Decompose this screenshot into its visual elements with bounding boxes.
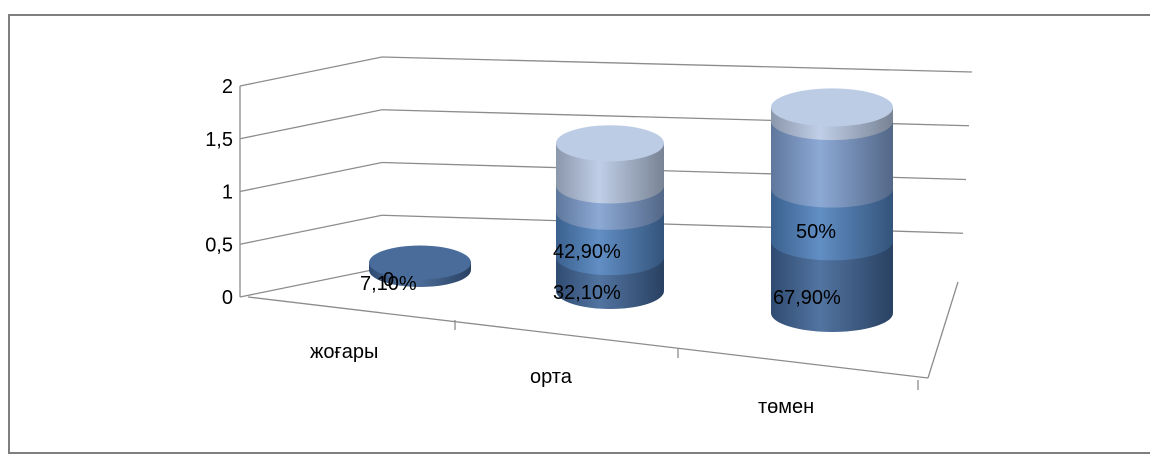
gridline-side [239, 56, 383, 87]
data-label: 42,90% [553, 241, 621, 263]
bar-top [556, 125, 664, 162]
labels-layer: жоғары орта төмен 07,10% 32,10% 42,90% 67,90% 5… [310, 221, 841, 418]
data-label: 50% [796, 221, 836, 243]
y-tick-label: 1,5 [205, 129, 233, 151]
data-label: 67,90% [773, 287, 841, 309]
bar-segment [771, 241, 893, 332]
data-label: 7,10% [360, 273, 417, 295]
bar-top [369, 245, 471, 280]
gridline-back [381, 56, 973, 73]
data-label: 32,10% [553, 282, 621, 304]
gridline-side [239, 214, 383, 245]
gridline-side [239, 109, 383, 140]
floor-back-left [239, 267, 383, 298]
y-tick-label: 1 [222, 182, 233, 204]
floor-right-edge [927, 281, 959, 379]
grid-layer [239, 56, 973, 390]
bars-layer [369, 88, 893, 332]
x-category-label: орта [530, 366, 573, 388]
ticks-layer: 0 0,5 1 1,5 2 [205, 76, 233, 309]
y-tick-label: 0 [222, 287, 233, 309]
y-tick-label: 2 [222, 76, 233, 98]
gridline-side [239, 161, 383, 193]
x-category-label: төмен [758, 396, 814, 418]
bar-segment [771, 121, 893, 208]
data-label: 0 [383, 269, 394, 291]
floor-front-edge [247, 296, 929, 379]
y-tick-label: 0,5 [205, 234, 233, 256]
bar-top [771, 88, 893, 127]
x-category-label: жоғары [310, 341, 378, 363]
bar-segment [771, 188, 893, 261]
bar-segment [556, 211, 664, 276]
